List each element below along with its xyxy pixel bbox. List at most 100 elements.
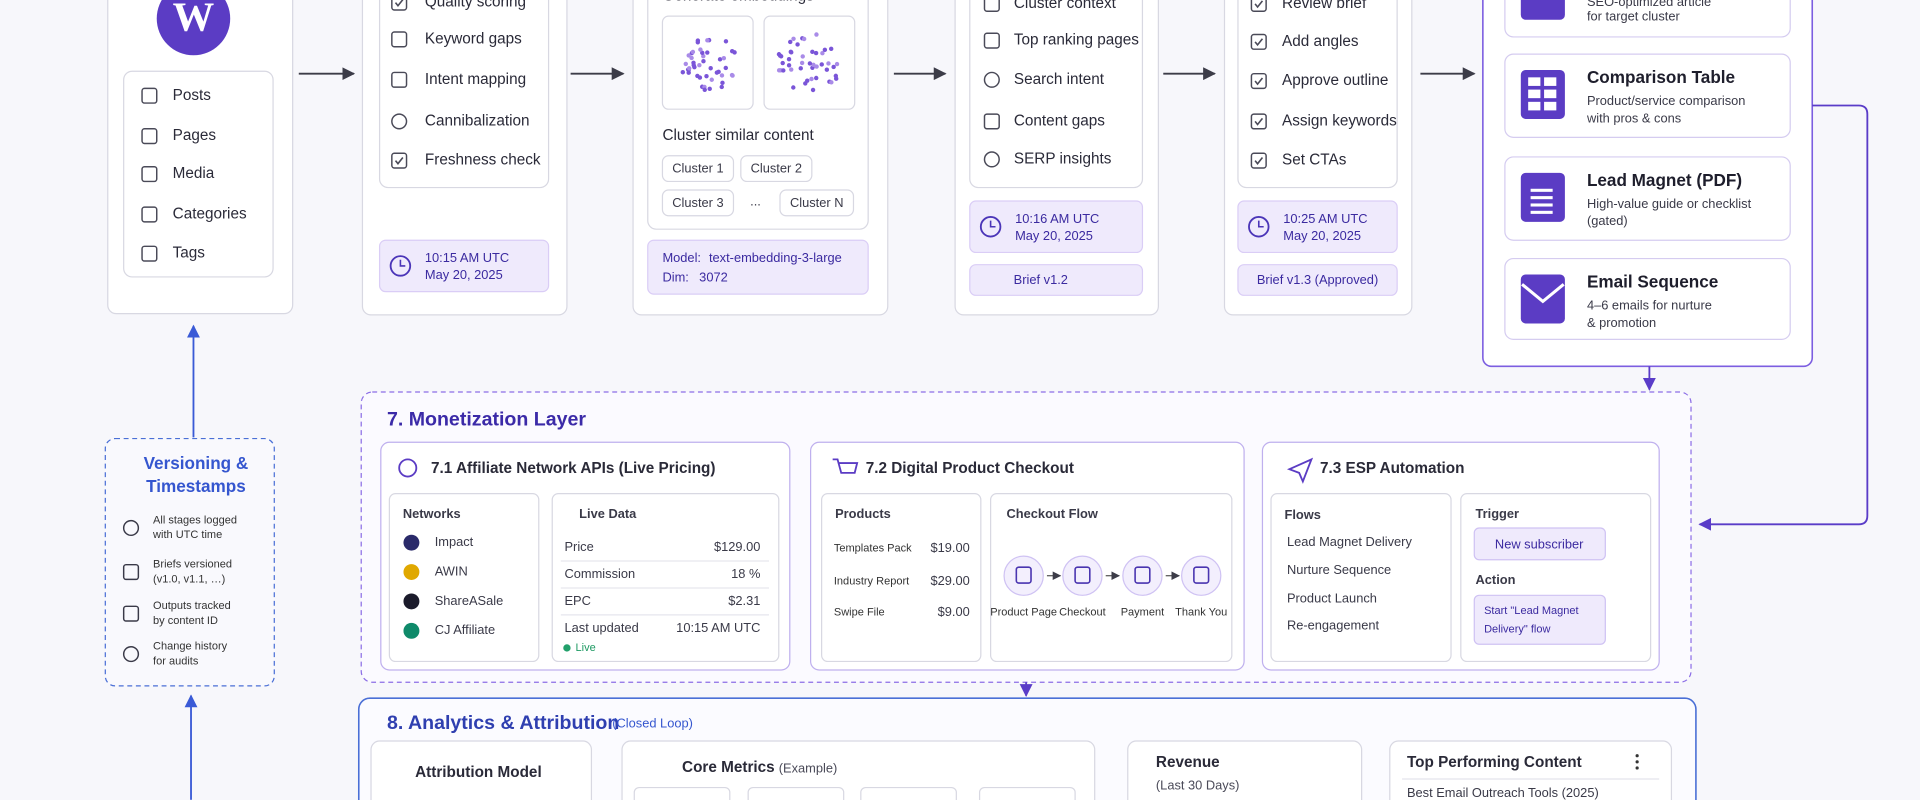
embedding-dot bbox=[776, 68, 782, 73]
live-data-box bbox=[551, 493, 780, 663]
embedding-dot bbox=[814, 32, 819, 37]
timestamp-date: May 20, 2025 bbox=[1015, 228, 1093, 243]
row-value: 10:15 AM UTC bbox=[676, 620, 760, 635]
box-note: (Last 30 Days) bbox=[1156, 778, 1240, 793]
flow-step bbox=[1181, 555, 1222, 596]
embedding-dot bbox=[786, 63, 792, 68]
action-label: Start "Lead Magnet bbox=[1484, 605, 1579, 617]
menu-dot bbox=[1635, 766, 1639, 770]
icon bbox=[391, 152, 408, 169]
timestamp-time: 10:25 AM UTC bbox=[1283, 211, 1367, 226]
embedding-dot bbox=[776, 52, 782, 57]
box-title: Top Performing Content bbox=[1407, 754, 1582, 771]
embedding-dot bbox=[788, 39, 793, 45]
icon bbox=[141, 128, 158, 145]
cluster-label: Cluster N bbox=[790, 195, 844, 210]
embedding-dot bbox=[705, 50, 710, 55]
product-name: Templates Pack bbox=[834, 543, 912, 555]
embedding-dot bbox=[707, 86, 712, 92]
output-icon-cell bbox=[1544, 77, 1557, 86]
cluster-label: Cluster 3 bbox=[672, 195, 723, 210]
embeddings-subtitle: Cluster similar content bbox=[662, 127, 814, 144]
output-desc: with pros & cons bbox=[1586, 110, 1681, 125]
versioning-item: by content ID bbox=[153, 615, 218, 627]
flow-step bbox=[1062, 555, 1103, 596]
embedding-dot bbox=[822, 47, 828, 53]
icon bbox=[122, 605, 140, 622]
flow-step bbox=[1003, 555, 1044, 596]
menu-dot bbox=[1635, 760, 1639, 764]
dim-label: Dim: bbox=[662, 270, 688, 285]
icon bbox=[1250, 0, 1267, 12]
embedding-dot bbox=[810, 49, 815, 55]
section-title: 8. Analytics & Attribution bbox=[387, 712, 619, 734]
flow-step-icon bbox=[1134, 566, 1151, 584]
embedding-dot bbox=[795, 42, 800, 47]
card-title: 7.3 ESP Automation bbox=[1320, 460, 1465, 477]
audit-list bbox=[378, 0, 550, 189]
action-chip bbox=[1473, 594, 1606, 645]
flow-name: Product Launch bbox=[1287, 590, 1377, 605]
embedding-dot bbox=[698, 47, 703, 52]
cluster-chip bbox=[740, 155, 813, 183]
box-title: Checkout Flow bbox=[1007, 506, 1099, 521]
product-price: $29.00 bbox=[930, 573, 969, 588]
revenue-box bbox=[1127, 740, 1363, 800]
network-logo bbox=[403, 593, 420, 610]
embedding-dot bbox=[695, 38, 701, 43]
versioning-title: Versioning & bbox=[144, 453, 249, 473]
embedding-dot bbox=[700, 50, 705, 56]
section-subtitle: (Closed Loop) bbox=[612, 715, 693, 730]
row-label: EPC bbox=[564, 593, 590, 608]
output-desc: (gated) bbox=[1587, 213, 1628, 228]
timestamp-date: May 20, 2025 bbox=[425, 267, 503, 282]
embedding-dot bbox=[788, 49, 793, 55]
menu-dot bbox=[1635, 754, 1639, 758]
embedding-dot bbox=[805, 78, 810, 83]
embedding-dot bbox=[800, 54, 805, 59]
network-name: CJ Affiliate bbox=[435, 622, 495, 637]
output-desc: High-value guide or checklist bbox=[1587, 196, 1752, 211]
output-icon bbox=[1520, 70, 1565, 119]
icon bbox=[122, 563, 140, 581]
versioning-title: Timestamps bbox=[146, 476, 246, 496]
networks-box bbox=[388, 493, 540, 663]
embedding-dot bbox=[697, 75, 703, 80]
embedding-dot bbox=[701, 53, 706, 59]
row-label: Commission bbox=[564, 566, 635, 581]
review-item: Set CTAs bbox=[1282, 152, 1347, 169]
live-dot bbox=[563, 644, 571, 652]
brief-list bbox=[969, 0, 1144, 189]
icon bbox=[1250, 152, 1267, 169]
icon bbox=[983, 0, 1000, 12]
embedding-dot bbox=[831, 64, 836, 70]
product-price: $19.00 bbox=[930, 540, 969, 555]
flow-step-label: Thank You bbox=[1175, 606, 1227, 618]
embedding-dot bbox=[683, 61, 688, 67]
versioning-item: Change history bbox=[153, 641, 228, 653]
embedding-dot bbox=[729, 48, 735, 54]
embedding-dot bbox=[723, 65, 728, 71]
icon bbox=[141, 87, 158, 104]
wordpress-logo bbox=[156, 0, 231, 56]
network-logo bbox=[403, 564, 420, 580]
dim-value: 3072 bbox=[699, 270, 728, 285]
products-box bbox=[821, 493, 982, 663]
menu-item: Posts bbox=[173, 87, 212, 104]
top-item: Best Email Outreach Tools (2025) bbox=[1407, 785, 1599, 800]
icon bbox=[1250, 113, 1267, 130]
menu-item: Media bbox=[173, 165, 215, 182]
embedding-dot bbox=[791, 36, 796, 42]
icon bbox=[983, 32, 1000, 49]
output-icon bbox=[1520, 274, 1565, 324]
brief-item: SERP insights bbox=[1014, 150, 1112, 167]
output-desc: & promotion bbox=[1587, 315, 1656, 330]
cluster-chip bbox=[779, 189, 855, 217]
box-title: Networks bbox=[403, 506, 461, 521]
box-title: Trigger bbox=[1476, 506, 1520, 521]
output-card bbox=[1504, 257, 1791, 340]
icon bbox=[983, 71, 1000, 88]
embedding-dot bbox=[723, 39, 729, 44]
output-icon-line bbox=[1530, 203, 1553, 207]
